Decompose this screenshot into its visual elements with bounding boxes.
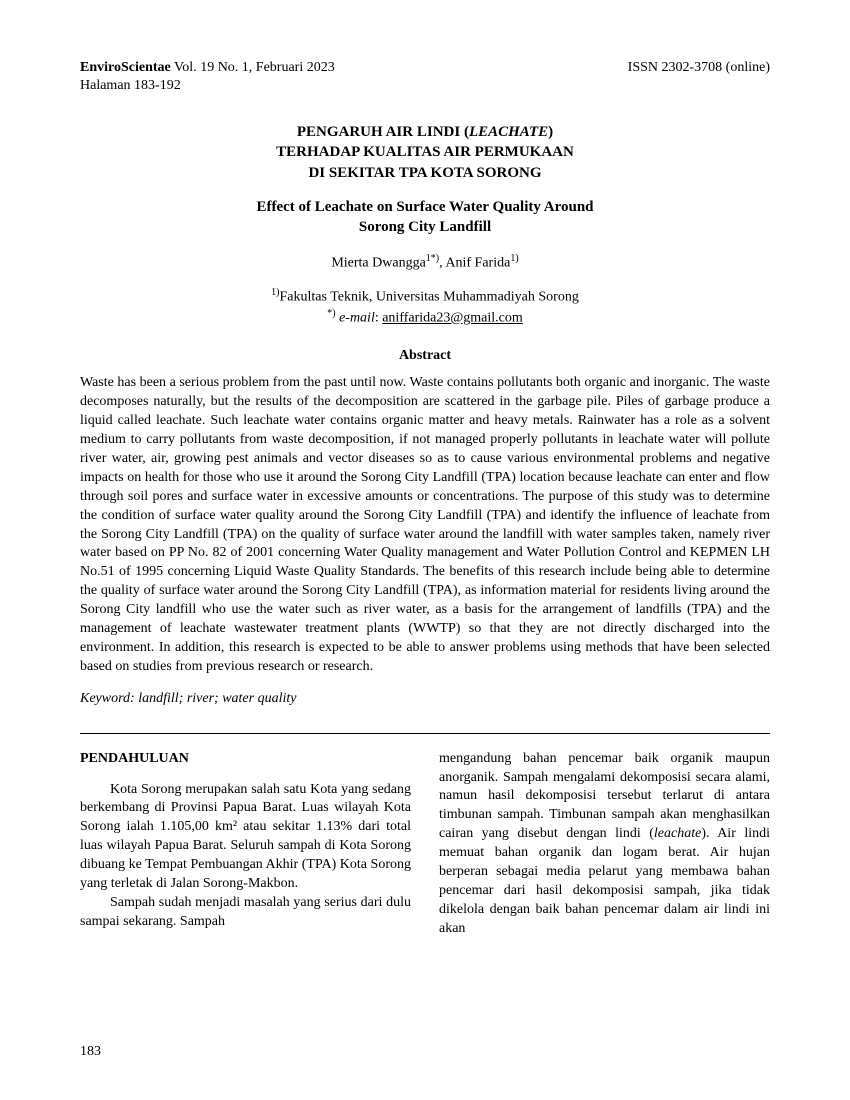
author-name: Anif Farida [445,256,510,271]
body-columns: PENDAHULUAN Kota Sorong merupakan salah … [80,750,770,939]
abstract-body: Waste has been a serious problem from th… [80,374,770,676]
author-name: Mierta Dwangga [331,256,425,271]
author-sup: 1*) [426,253,439,264]
paragraph-text: ). Air lindi memuat bahan organik dan lo… [439,826,770,935]
section-heading: PENDAHULUAN [80,750,411,769]
column-left: PENDAHULUAN Kota Sorong merupakan salah … [80,750,411,939]
email-link[interactable]: aniffarida23@gmail.com [382,311,523,326]
title-line: TERHADAP KUALITAS AIR PERMUKAAN [276,144,574,160]
paragraph: mengandung bahan pencemar baik organik m… [439,750,770,939]
paragraph: Sampah sudah menjadi masalah yang serius… [80,894,411,932]
keywords-label: Keyword: [80,691,138,706]
paragraph: Kota Sorong merupakan salah satu Kota ya… [80,781,411,894]
authors: Mierta Dwangga1*), Anif Farida1) [80,253,770,272]
title-part: PENGARUH AIR LINDI ( [297,124,469,140]
author-sup: 1) [510,253,518,264]
title-part: ) [548,124,553,140]
journal-header: EnviroScientae Vol. 19 No. 1, Februari 2… [80,60,770,76]
keywords: Keyword: landfill; river; water quality [80,691,770,707]
subtitle-line: Sorong City Landfill [359,219,491,235]
email-label: e-mail [336,311,375,326]
affiliation-text: Fakultas Teknik, Universitas Muhammadiya… [280,290,579,305]
subtitle: Effect of Leachate on Surface Water Qual… [80,197,770,238]
abstract-heading: Abstract [80,348,770,364]
journal-info: EnviroScientae Vol. 19 No. 1, Februari 2… [80,60,335,76]
main-title: PENGARUH AIR LINDI (LEACHATE) TERHADAP K… [80,122,770,183]
italic-term: leachate [654,826,701,841]
title-italic: LEACHATE [469,124,548,140]
journal-issue: Vol. 19 No. 1, Februari 2023 [171,60,335,75]
affiliation-sup: 1) [271,287,279,298]
page-number: 183 [80,1044,101,1060]
affiliation-block: 1)Fakultas Teknik, Universitas Muhammadi… [80,286,770,329]
title-block: PENGARUH AIR LINDI (LEACHATE) TERHADAP K… [80,122,770,237]
title-line: DI SEKITAR TPA KOTA SORONG [308,165,541,181]
journal-name: EnviroScientae [80,60,171,75]
issn: ISSN 2302-3708 (online) [628,60,770,76]
section-divider [80,733,770,734]
column-right: mengandung bahan pencemar baik organik m… [439,750,770,939]
subtitle-line: Effect of Leachate on Surface Water Qual… [256,199,593,215]
keywords-text: landfill; river; water quality [138,691,296,706]
page-range: Halaman 183-192 [80,78,770,94]
corresponding-sup: *) [327,308,335,319]
